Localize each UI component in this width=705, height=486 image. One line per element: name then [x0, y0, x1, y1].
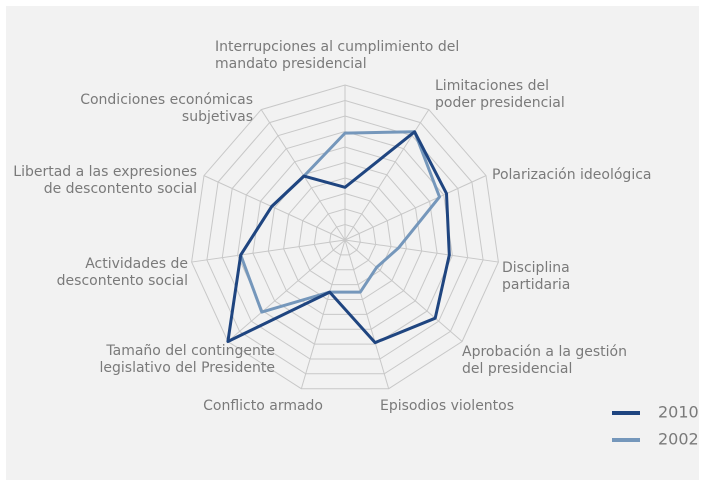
axis-label: Aprobación a la gestión — [462, 344, 627, 360]
axis-label: partidaria — [502, 277, 570, 293]
spoke — [344, 175, 487, 241]
axis-label: del presidencial — [462, 361, 572, 377]
spoke — [344, 239, 499, 263]
grid-ring — [252, 146, 438, 330]
spoke — [227, 239, 346, 342]
grid-ring — [221, 115, 469, 360]
axis-label: legislativo del Presidente — [100, 360, 275, 376]
grid-ring — [206, 99, 484, 375]
axis-label: de descontento social — [44, 181, 197, 197]
legend-label: 2010 — [658, 403, 699, 422]
series-line — [226, 130, 451, 345]
spoke — [344, 239, 463, 342]
spoke — [344, 239, 390, 389]
legend-label: 2002 — [658, 430, 699, 449]
axis-label: Conflicto armado — [203, 398, 323, 414]
axis-label: subjetivas — [182, 109, 253, 125]
axis-label: Condiciones económicas — [80, 92, 253, 108]
axis-label: Limitaciones del — [435, 78, 549, 94]
axis-label: Tamaño del contingente — [105, 343, 275, 359]
axis-label: Polarización ideológica — [492, 167, 652, 183]
axis-label: mandato presidencial — [215, 56, 367, 72]
axis-label: Libertad a las expresiones — [13, 164, 197, 180]
axis-label: Episodios violentos — [380, 398, 514, 414]
spoke — [203, 175, 346, 241]
grid-ring — [267, 161, 423, 315]
plot-background — [6, 6, 699, 480]
spoke — [300, 239, 346, 389]
grid-ring — [329, 223, 361, 256]
grid-ring — [191, 84, 499, 390]
grid-ring — [298, 192, 392, 286]
axis-label: Disciplina — [502, 260, 570, 276]
axis-label: poder presidencial — [435, 95, 565, 111]
grid-ring — [313, 208, 377, 271]
axis-label: descontento social — [57, 273, 188, 289]
axis-label: Interrupciones al cumplimiento del — [215, 39, 459, 55]
axis-label: Actividades de — [85, 256, 188, 272]
grid-ring — [283, 177, 407, 300]
spoke — [191, 239, 346, 263]
